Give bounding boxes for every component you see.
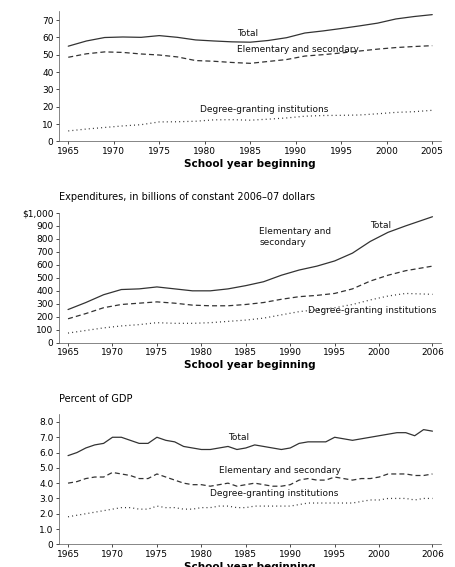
X-axis label: School year beginning: School year beginning: [184, 360, 316, 370]
Text: Elementary and secondary: Elementary and secondary: [237, 45, 359, 54]
Text: Total: Total: [370, 221, 391, 230]
Text: Elementary and secondary: Elementary and secondary: [219, 466, 341, 475]
Text: Percent of GDP: Percent of GDP: [59, 394, 133, 404]
Text: Expenditures, in billions of constant 2006–07 dollars: Expenditures, in billions of constant 20…: [59, 192, 315, 202]
X-axis label: School year beginning: School year beginning: [184, 562, 316, 567]
Text: Enrollment, in millions: Enrollment, in millions: [59, 0, 168, 1]
Text: Degree-granting institutions: Degree-granting institutions: [200, 105, 329, 115]
Text: Degree-granting institutions: Degree-granting institutions: [210, 489, 339, 498]
Text: Total: Total: [228, 433, 249, 442]
X-axis label: School year beginning: School year beginning: [184, 159, 316, 168]
Text: Degree-granting institutions: Degree-granting institutions: [308, 306, 436, 315]
Text: Elementary and
secondary: Elementary and secondary: [259, 227, 331, 247]
Text: Total: Total: [237, 29, 258, 38]
